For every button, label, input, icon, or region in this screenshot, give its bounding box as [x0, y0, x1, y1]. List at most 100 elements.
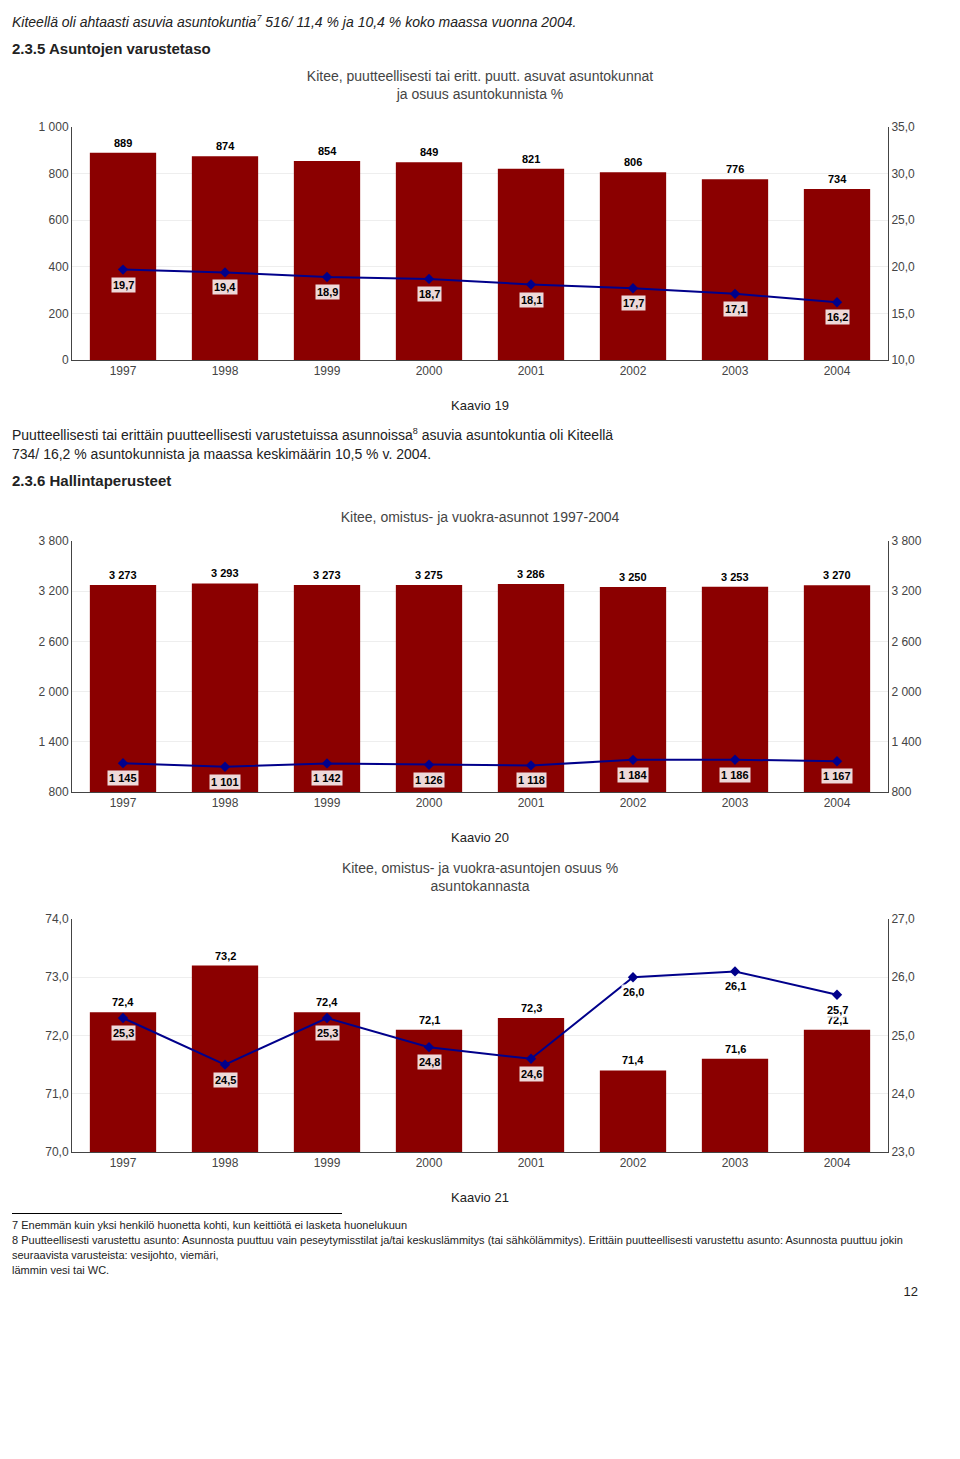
svg-text:1 145: 1 145 [109, 772, 137, 784]
svg-text:27,0: 27,0 [891, 913, 915, 927]
svg-text:400: 400 [49, 260, 69, 274]
svg-text:3 275: 3 275 [415, 569, 443, 581]
svg-text:2002: 2002 [620, 797, 647, 811]
svg-text:776: 776 [726, 163, 744, 175]
svg-text:17,1: 17,1 [725, 303, 746, 315]
svg-text:1 126: 1 126 [415, 774, 443, 786]
svg-text:806: 806 [624, 156, 642, 168]
svg-text:26,0: 26,0 [891, 971, 915, 985]
svg-text:1 118: 1 118 [518, 774, 545, 786]
svg-text:70,0: 70,0 [45, 1146, 69, 1160]
svg-text:1 167: 1 167 [823, 770, 851, 782]
svg-text:600: 600 [49, 213, 69, 227]
svg-text:3 800: 3 800 [39, 535, 69, 549]
svg-text:1999: 1999 [314, 364, 341, 378]
svg-text:15,0: 15,0 [891, 306, 915, 320]
svg-text:19,7: 19,7 [113, 279, 134, 291]
svg-text:1998: 1998 [212, 364, 239, 378]
svg-text:1999: 1999 [314, 797, 341, 811]
svg-text:23,0: 23,0 [891, 1146, 915, 1160]
svg-text:849: 849 [420, 146, 438, 158]
svg-text:2004: 2004 [824, 1157, 851, 1171]
svg-text:3 200: 3 200 [891, 585, 921, 599]
svg-text:3 273: 3 273 [313, 569, 341, 581]
svg-text:24,6: 24,6 [521, 1068, 542, 1080]
svg-text:800: 800 [49, 166, 69, 180]
svg-text:25,3: 25,3 [317, 1027, 338, 1039]
svg-text:24,8: 24,8 [419, 1056, 440, 1068]
svg-text:74,0: 74,0 [45, 913, 69, 927]
svg-text:874: 874 [216, 140, 235, 152]
svg-text:71,6: 71,6 [725, 1043, 746, 1055]
svg-text:2001: 2001 [518, 1157, 545, 1171]
svg-text:3 273: 3 273 [109, 569, 137, 581]
svg-text:24,5: 24,5 [215, 1074, 236, 1086]
svg-text:2002: 2002 [620, 364, 647, 378]
svg-text:24,0: 24,0 [891, 1087, 915, 1101]
svg-text:71,4: 71,4 [622, 1054, 644, 1066]
svg-text:3 293: 3 293 [211, 567, 239, 579]
svg-text:2001: 2001 [518, 364, 545, 378]
svg-text:2000: 2000 [416, 364, 443, 378]
svg-text:3 270: 3 270 [823, 569, 851, 581]
svg-text:1997: 1997 [110, 797, 137, 811]
svg-text:1 400: 1 400 [39, 735, 69, 749]
svg-text:72,1: 72,1 [827, 1014, 848, 1026]
svg-text:71,0: 71,0 [45, 1087, 69, 1101]
svg-text:35,0: 35,0 [891, 120, 915, 134]
svg-text:Kitee, puutteellisesti tai eri: Kitee, puutteellisesti tai eritt. puutt.… [307, 67, 653, 101]
svg-text:2001: 2001 [518, 797, 545, 811]
svg-text:73,2: 73,2 [215, 950, 236, 962]
svg-text:2 600: 2 600 [39, 635, 69, 649]
svg-text:2003: 2003 [722, 797, 749, 811]
svg-text:17,7: 17,7 [623, 297, 644, 309]
svg-text:2000: 2000 [416, 1157, 443, 1171]
svg-text:3 253: 3 253 [721, 571, 749, 583]
svg-text:2004: 2004 [824, 364, 851, 378]
svg-text:26,1: 26,1 [725, 980, 746, 992]
svg-text:Kitee, omistus- ja vuokra-asun: Kitee, omistus- ja vuokra-asuntojen osuu… [342, 860, 618, 894]
svg-text:1 000: 1 000 [39, 120, 69, 134]
svg-text:2003: 2003 [722, 364, 749, 378]
svg-text:2 000: 2 000 [39, 685, 69, 699]
svg-text:200: 200 [49, 306, 69, 320]
svg-text:3 250: 3 250 [619, 571, 647, 583]
svg-text:2 000: 2 000 [891, 685, 921, 699]
svg-text:3 200: 3 200 [39, 585, 69, 599]
svg-text:1998: 1998 [212, 797, 239, 811]
svg-text:1 186: 1 186 [721, 769, 749, 781]
svg-text:2003: 2003 [722, 1157, 749, 1171]
svg-text:Kitee, omistus- ja vuokra-asun: Kitee, omistus- ja vuokra-asunnot 1997-2… [341, 510, 620, 526]
svg-text:2000: 2000 [416, 797, 443, 811]
svg-text:821: 821 [522, 153, 540, 165]
svg-text:18,1: 18,1 [521, 294, 542, 306]
svg-text:72,3: 72,3 [521, 1002, 542, 1014]
svg-text:1998: 1998 [212, 1157, 239, 1171]
svg-text:800: 800 [891, 786, 911, 800]
svg-text:18,9: 18,9 [317, 286, 338, 298]
svg-text:2002: 2002 [620, 1157, 647, 1171]
svg-text:1 142: 1 142 [313, 772, 341, 784]
svg-text:25,3: 25,3 [113, 1027, 134, 1039]
svg-text:72,4: 72,4 [112, 996, 134, 1008]
svg-text:19,4: 19,4 [214, 281, 236, 293]
svg-text:800: 800 [49, 786, 69, 800]
svg-text:0: 0 [62, 353, 69, 367]
svg-text:25,0: 25,0 [891, 213, 915, 227]
svg-text:734: 734 [828, 173, 847, 185]
svg-text:1997: 1997 [110, 364, 137, 378]
svg-text:3 286: 3 286 [517, 568, 545, 580]
svg-text:72,0: 72,0 [45, 1029, 69, 1043]
svg-text:26,0: 26,0 [623, 986, 644, 998]
svg-text:72,1: 72,1 [419, 1014, 440, 1026]
svg-text:3 800: 3 800 [891, 535, 921, 549]
svg-text:854: 854 [318, 145, 337, 157]
svg-text:18,7: 18,7 [419, 288, 440, 300]
svg-text:2004: 2004 [824, 797, 851, 811]
svg-text:30,0: 30,0 [891, 166, 915, 180]
svg-text:20,0: 20,0 [891, 260, 915, 274]
svg-text:25,0: 25,0 [891, 1029, 915, 1043]
svg-text:1 184: 1 184 [619, 769, 647, 781]
svg-text:1 400: 1 400 [891, 735, 921, 749]
svg-text:73,0: 73,0 [45, 971, 69, 985]
